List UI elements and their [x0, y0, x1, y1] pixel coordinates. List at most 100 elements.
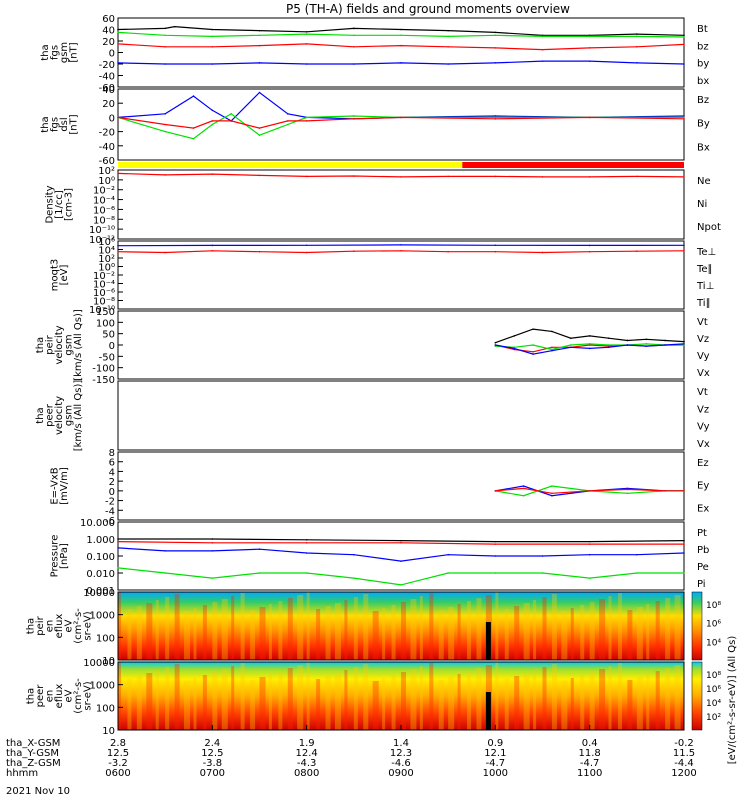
data-point	[211, 541, 214, 544]
xaxis-value: 0.9	[487, 738, 503, 749]
ylabel-line: fgs	[49, 45, 60, 60]
data-point	[400, 28, 402, 31]
heatmap-streak	[674, 665, 681, 730]
data-point	[211, 109, 214, 112]
heatmap-streak	[646, 674, 650, 730]
data-point	[588, 540, 591, 543]
panel-7: 10.000 1.000 0.100 0.010 0.001 Pressure[nPa] P…	[49, 518, 709, 597]
heatmap-streak	[212, 672, 218, 730]
heatmap-streak	[344, 670, 348, 730]
data-point	[117, 538, 119, 540]
ylabel-line: sr-eV)	[83, 681, 94, 710]
data-point	[447, 572, 449, 574]
heatmap-streak	[457, 604, 461, 660]
panel-frame	[117, 451, 685, 521]
data-point	[607, 345, 610, 347]
data-point	[353, 45, 355, 48]
ytick-label: 6	[109, 458, 115, 469]
data-point	[494, 345, 497, 347]
heatmap-streak	[476, 668, 482, 730]
data-point	[683, 340, 685, 343]
heatmap-streak	[599, 669, 606, 730]
ytick-label: 1000	[90, 611, 115, 622]
data-point	[513, 347, 515, 350]
data-point	[400, 541, 402, 544]
colorbar-label: [eV/(cm²-s-sr-eV)] (All Qs)	[727, 636, 738, 765]
data-point	[570, 337, 572, 340]
ylabel-line: Pressure	[49, 535, 60, 578]
data-point	[353, 63, 355, 65]
data-point	[164, 34, 166, 37]
heatmap-streak	[665, 598, 671, 660]
legend-Vz: Vz	[697, 334, 709, 345]
heatmap-streak	[580, 675, 585, 730]
legend-Ne: Ne	[697, 176, 711, 187]
ylabel-line: Density	[45, 185, 56, 223]
ytick-label: 10⁻⁶	[93, 205, 115, 216]
ytick-label: 40	[102, 85, 115, 96]
heatmap-streak	[655, 671, 660, 730]
ylabel-line: [cm-3]	[64, 188, 75, 221]
data-point	[258, 91, 261, 94]
heatmap-streak	[155, 600, 159, 660]
heatmap-streak	[448, 607, 455, 660]
data-point	[494, 116, 497, 119]
heatmap-streak	[353, 597, 358, 660]
ytick-label: 0	[109, 341, 115, 352]
legend-Vz: Vz	[697, 404, 709, 415]
ytick-label: -4	[105, 506, 115, 517]
data-point	[211, 120, 214, 122]
heatmap-streak	[533, 600, 537, 660]
ylabel-line: E=-VxB	[49, 467, 60, 504]
ylabel-line: dsl	[59, 117, 70, 131]
heatmap-streak	[382, 678, 386, 730]
data-point	[683, 115, 685, 117]
data-point	[211, 123, 214, 126]
ylabel-line: peir	[35, 615, 46, 635]
colorbar-tick: 10²	[706, 713, 721, 723]
data-point	[541, 572, 544, 574]
heatmap-streak	[391, 675, 396, 730]
ytick-label: 10000	[83, 588, 115, 599]
data-point	[494, 555, 497, 557]
legend-Ti⊥: Ti⊥	[696, 281, 714, 292]
legend-Vx: Vx	[697, 368, 710, 379]
ytick-label: 10⁻⁴	[93, 280, 115, 291]
ytick-label: 0.010	[86, 569, 115, 580]
legend-Ey: Ey	[697, 481, 709, 492]
data-point	[117, 43, 119, 45]
data-gap-marker	[485, 622, 491, 660]
ytick-label: 0.001	[86, 586, 115, 597]
data-point	[305, 175, 308, 178]
legend-Vy: Vy	[697, 422, 710, 433]
heatmap-streak	[438, 610, 444, 660]
heatmap-streak	[448, 677, 455, 730]
xaxis-value: 1.9	[299, 738, 315, 749]
legend-bz: bz	[697, 41, 709, 52]
legend-Vx: Vx	[697, 439, 710, 450]
ylabel-line: gsm	[59, 42, 70, 63]
ylabel-line: tha	[40, 44, 51, 60]
ytick-label: 10²	[98, 166, 115, 177]
heatmap-streak	[457, 674, 461, 730]
data-point	[683, 176, 685, 178]
data-point	[541, 35, 544, 38]
data-point	[353, 553, 355, 556]
data-point	[494, 62, 497, 64]
data-point	[551, 494, 553, 497]
ylabel-line: (cm²-s-	[73, 678, 84, 714]
ytick-label: -20	[99, 128, 115, 139]
ylabel-line: gsm	[64, 334, 75, 355]
heatmap-streak	[495, 592, 499, 660]
data-point	[494, 47, 497, 49]
heatmap-9	[118, 662, 684, 730]
data-point	[664, 490, 666, 492]
legend-Te∥: Te∥	[696, 264, 713, 275]
data-point	[494, 543, 497, 545]
xaxis-value: 12.1	[484, 748, 506, 759]
data-point	[117, 116, 119, 119]
xaxis-row-label: tha_Z-GSM	[6, 758, 61, 769]
legend-Pe: Pe	[697, 562, 709, 573]
heatmap-streak	[476, 598, 482, 660]
data-point	[551, 348, 553, 351]
